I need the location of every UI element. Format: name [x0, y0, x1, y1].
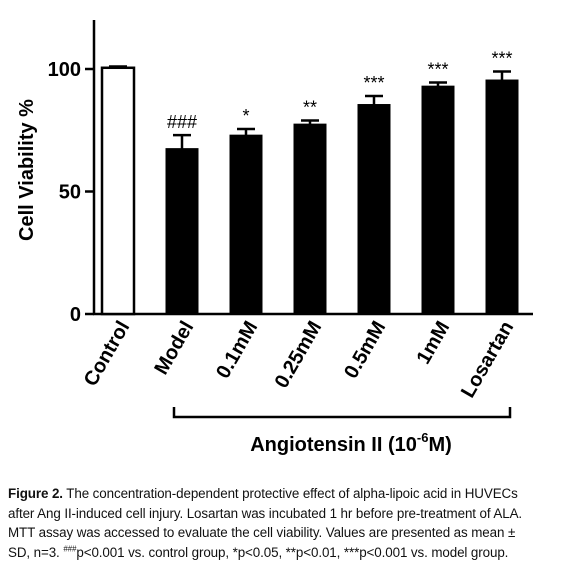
plot-area: 0 50 100 Control ### Model * 0.1mM ** 0.25mM *** 0.…	[48, 20, 533, 419]
caption-figure-label: Figure 2.	[8, 486, 63, 501]
x-tick-label: Model	[150, 318, 198, 379]
figure-caption: Figure 2. The concentration-dependent pr…	[8, 484, 560, 562]
y-axis-label: Cell Viability %	[16, 99, 38, 241]
x-tick-label: 1mM	[412, 318, 454, 368]
caption-text-1: The concentration-dependent protective e…	[62, 486, 518, 501]
caption-line-2: after Ang II-induced cell injury. Losart…	[8, 505, 523, 521]
bracket-label: Angiotensin II (10-6M)	[250, 430, 452, 456]
significance-label: ***	[427, 59, 448, 79]
x-tick-label: 0.5mM	[340, 318, 390, 383]
significance-label: *	[242, 106, 249, 126]
caption-text-4a: SD, n=3.	[8, 544, 64, 560]
caption-line-4: SD, n=3. ###p<0.001 vs. control group, *…	[8, 543, 560, 563]
y-tick-label: 100	[48, 59, 81, 81]
bar	[421, 85, 455, 315]
bar	[357, 104, 391, 315]
bar-chart: 0 50 100 Control ### Model * 0.1mM ** 0.25mM *** 0.…	[16, 20, 533, 456]
caption-hash-mark: ###	[63, 544, 77, 554]
bar	[485, 79, 519, 315]
y-tick-label: 50	[59, 182, 81, 204]
x-tick-label: 0.1mM	[212, 318, 262, 383]
caption-line-3: MTT assay was accessed to evaluate the c…	[8, 525, 516, 540]
bar	[293, 123, 327, 315]
significance-label: ***	[363, 73, 384, 93]
bar	[165, 148, 199, 315]
x-tick-label: Control	[80, 318, 135, 391]
caption-line-1: Figure 2. The concentration-dependent pr…	[8, 484, 560, 504]
significance-label: ###	[167, 112, 197, 132]
x-tick-label: 0.25mM	[271, 318, 327, 393]
bar	[229, 134, 263, 315]
bar	[100, 66, 136, 316]
bracket-label-main: Angiotensin II (10	[250, 434, 417, 456]
treatment-bracket	[172, 407, 512, 419]
bracket-label-end: M)	[428, 434, 451, 456]
bracket-label-exponent: -6	[417, 430, 429, 445]
x-tick-label: Losartan	[457, 318, 518, 402]
caption-text-4b: p<0.001 vs. control group, *p<0.05, **p<…	[76, 544, 509, 560]
y-tick-label: 0	[70, 304, 81, 326]
significance-label: **	[303, 97, 317, 117]
significance-label: ***	[491, 48, 512, 68]
